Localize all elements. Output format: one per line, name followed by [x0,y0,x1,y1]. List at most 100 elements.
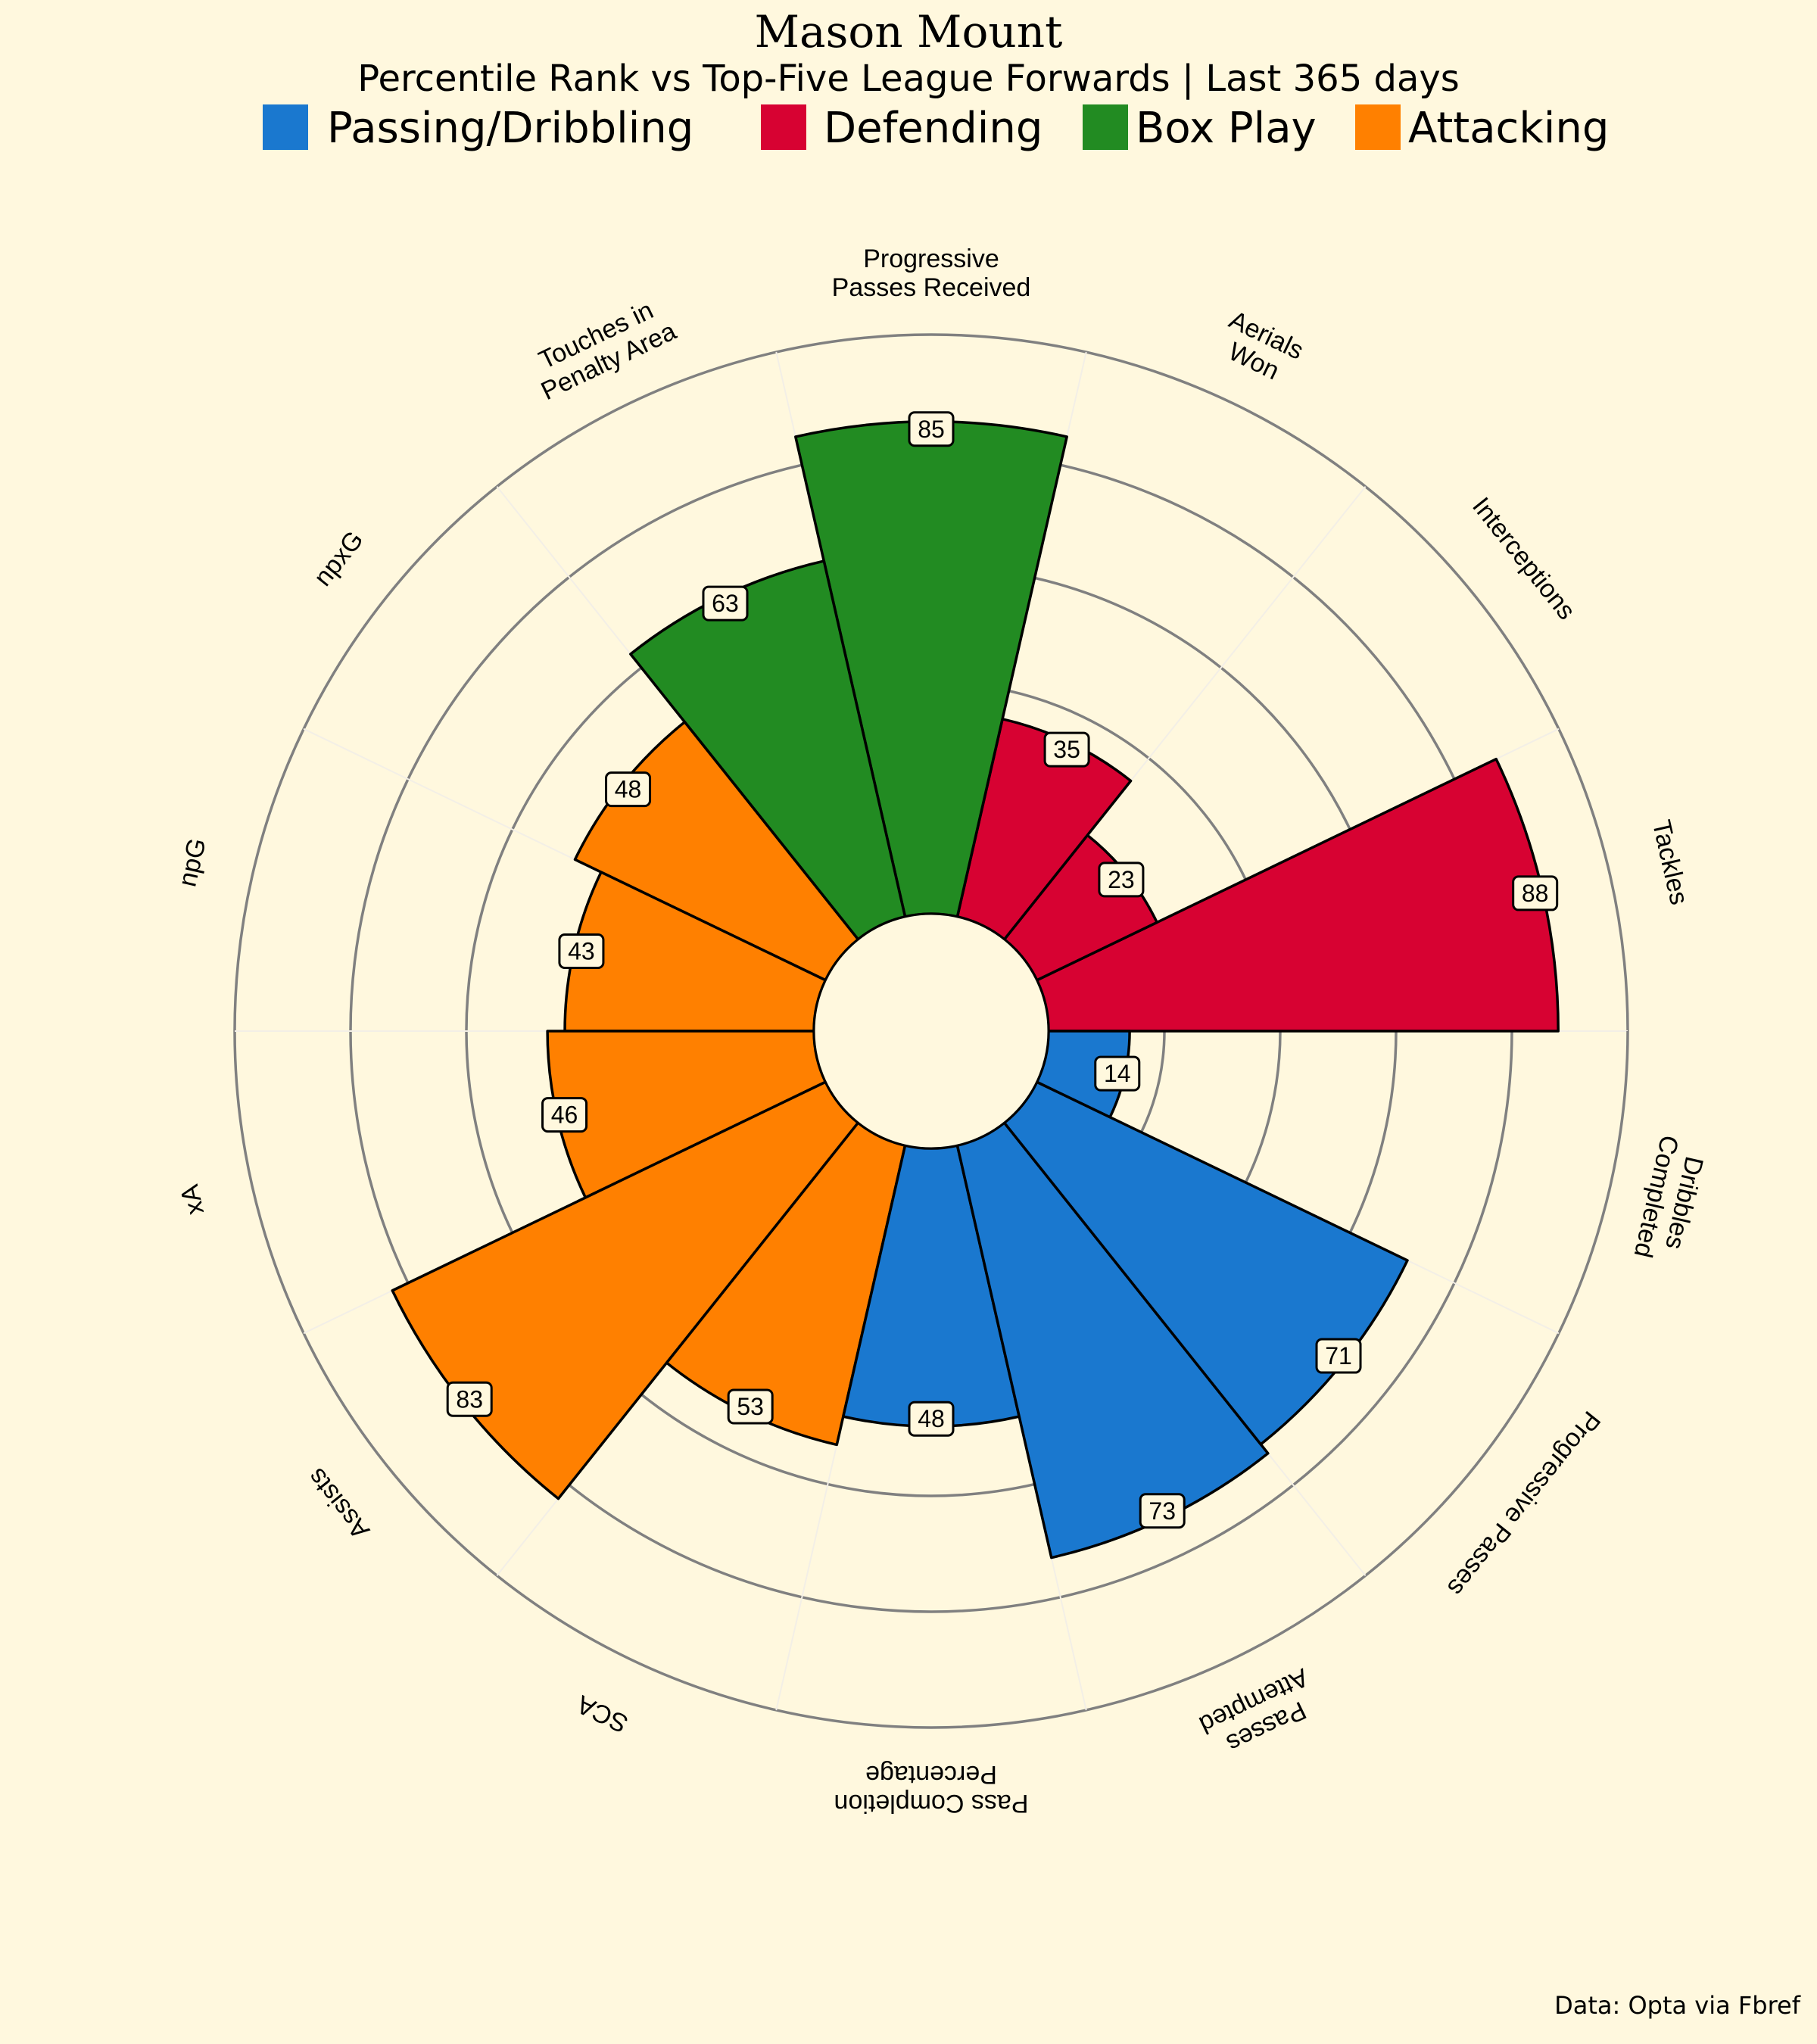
value-box-pass-completion-percentage [908,1401,955,1437]
value-box-progressive-passes [1315,1338,1362,1374]
value-text-interceptions: 23 [1108,866,1135,893]
grid-arc-interceptions-60 [1220,666,1351,830]
value-text-assists: 83 [456,1385,483,1413]
grid-arc-touches-in-penalty-area-100 [496,351,777,488]
grid-arc-npg-80 [349,778,410,1032]
grid-arc-progressive-passes-100 [1364,1332,1560,1577]
param-label-progressive-passes-received: Progressive Passes Received [832,245,1031,302]
grid-arc-aerials-won-40 [1008,689,1150,759]
value-box-assists [446,1381,493,1417]
value-box-interceptions [1098,862,1145,898]
grid-arc-passes-attempted-100 [1086,1574,1367,1712]
grid-arc-sca-60 [640,1393,828,1486]
chart-title: Mason Mount [755,6,1063,58]
value-text-tackles: 88 [1522,880,1549,907]
value-box-dribbles-completed [1094,1055,1141,1092]
grid-arc-pass-completion-percentage-60 [827,1482,1036,1497]
value-text-progressive-passes: 71 [1325,1342,1352,1369]
grid-arc-progressive-passes-received-100 [775,333,1087,354]
value-box-touches-in-penalty-area [702,585,749,622]
grid-arc-sca-100 [496,1574,777,1712]
grid-arc-dribbles-completed-100 [1557,1030,1629,1334]
value-box-passes-attempted [1139,1493,1186,1529]
legend: Passing/Dribbling Defending Box Play Att… [263,104,1609,153]
legend-swatch-attacking [1355,104,1401,150]
grid-arc-xa-100 [233,1030,305,1334]
value-text-npxg: 48 [615,776,642,803]
value-label-xa: 46 [541,1097,588,1133]
value-text-xa: 46 [551,1101,578,1129]
grid-arc-passes-attempted-80 [1060,1484,1295,1599]
value-label-sca: 53 [727,1388,774,1425]
grid-arc-aerials-won-60 [1034,576,1222,669]
legend-swatch-box-play [1083,104,1128,150]
value-label-dribbles-completed: 14 [1094,1055,1141,1092]
value-label-npg: 43 [558,933,605,970]
value-box-sca [727,1388,774,1425]
value-text-dribbles-completed: 14 [1104,1060,1131,1087]
grid-arc-tackles-100 [1557,728,1629,1032]
value-box-npg [558,933,605,970]
grid-arc-dribbles-completed-60 [1348,1030,1398,1234]
grid-arc-xa-80 [349,1030,410,1284]
legend-item-passing-dribbling: Passing/Dribbling [263,104,693,153]
value-text-sca: 53 [737,1393,764,1420]
value-label-aerials-won: 35 [1043,731,1090,768]
value-text-touches-in-penalty-area: 63 [712,590,739,617]
center-circle [812,912,1050,1150]
grid-arc-assists-100 [302,1332,498,1577]
grid-arc-dribbles-completed-20 [1139,1030,1166,1133]
legend-item-attacking: Attacking [1355,104,1609,153]
grid-arc-npxg-60 [511,666,643,830]
legend-swatch-passing-dribbling [263,104,308,150]
value-box-xa [541,1097,588,1133]
legend-item-box-play: Box Play [1083,104,1317,153]
param-label-pass-completion-percentage: Pass CompletionPercentage [834,1760,1028,1818]
value-text-pass-completion-percentage: 48 [918,1405,945,1432]
value-label-passes-attempted: 73 [1139,1493,1186,1529]
grid-arc-npxg-100 [302,485,498,730]
legend-label-defending: Defending [824,104,1043,153]
grid-arc-pass-completion-percentage-80 [801,1596,1061,1613]
grid-arc-aerials-won-80 [1060,463,1295,578]
value-label-tackles: 88 [1512,875,1559,911]
grid-arc-npg-100 [233,728,305,1032]
value-labels: 88 23 35 85 63 48 43 46 83 53 48 73 71 14 [446,411,1559,1529]
grid-arc-pass-completion-percentage-100 [775,1709,1087,1729]
value-box-aerials-won [1043,731,1090,768]
value-label-interceptions: 23 [1098,862,1145,898]
value-text-progressive-passes-received: 85 [918,416,945,443]
data-credit: Data: Opta via Fbref [1554,1991,1801,2020]
legend-label-passing-dribbling: Passing/Dribbling [327,104,693,153]
grid-arc-progressive-passes-80 [1292,1282,1456,1487]
value-label-progressive-passes-received: 85 [908,411,955,447]
grid-arc-npxg-80 [407,575,570,780]
value-text-aerials-won: 35 [1053,736,1080,763]
legend-swatch-defending [761,104,806,150]
value-label-touches-in-penalty-area: 63 [702,585,749,622]
legend-label-box-play: Box Play [1136,104,1317,153]
value-box-progressive-passes-received [908,411,955,447]
grid-arc-interceptions-100 [1364,485,1560,730]
grid-arc-dribbles-completed-80 [1453,1030,1513,1284]
grid-arc-touches-in-penalty-area-80 [568,463,803,578]
value-text-passes-attempted: 73 [1148,1497,1176,1525]
value-text-npg: 43 [568,938,595,965]
value-box-tackles [1512,875,1559,911]
chart-subtitle: Percentile Rank vs Top-Five League Forwa… [357,58,1460,100]
grid-arc-interceptions-40 [1148,757,1247,880]
slices [391,420,1560,1559]
value-box-npxg [605,771,652,808]
value-label-npxg: 48 [605,771,652,808]
value-label-assists: 83 [446,1381,493,1417]
value-label-progressive-passes: 71 [1315,1338,1362,1374]
value-label-pass-completion-percentage: 48 [908,1401,955,1437]
grid-arc-npg-60 [465,828,514,1032]
grid-arc-xa-60 [465,1030,514,1234]
grid-arc-interceptions-80 [1292,575,1456,780]
grid-arc-sca-80 [568,1484,803,1599]
param-label-dribbles-completed: DribblesCompleted [1628,1133,1713,1267]
grid-arc-aerials-won-100 [1086,351,1367,488]
legend-label-attacking: Attacking [1408,104,1609,153]
